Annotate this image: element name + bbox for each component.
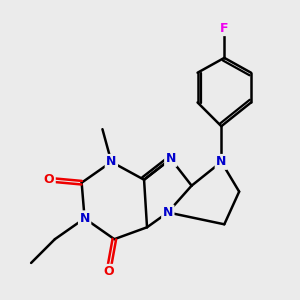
Text: O: O xyxy=(103,266,114,278)
Text: N: N xyxy=(106,155,116,168)
Text: O: O xyxy=(44,173,54,186)
Text: N: N xyxy=(216,155,226,168)
Text: N: N xyxy=(163,206,173,219)
Text: N: N xyxy=(166,152,176,165)
Text: F: F xyxy=(220,22,229,34)
Text: N: N xyxy=(80,212,90,225)
